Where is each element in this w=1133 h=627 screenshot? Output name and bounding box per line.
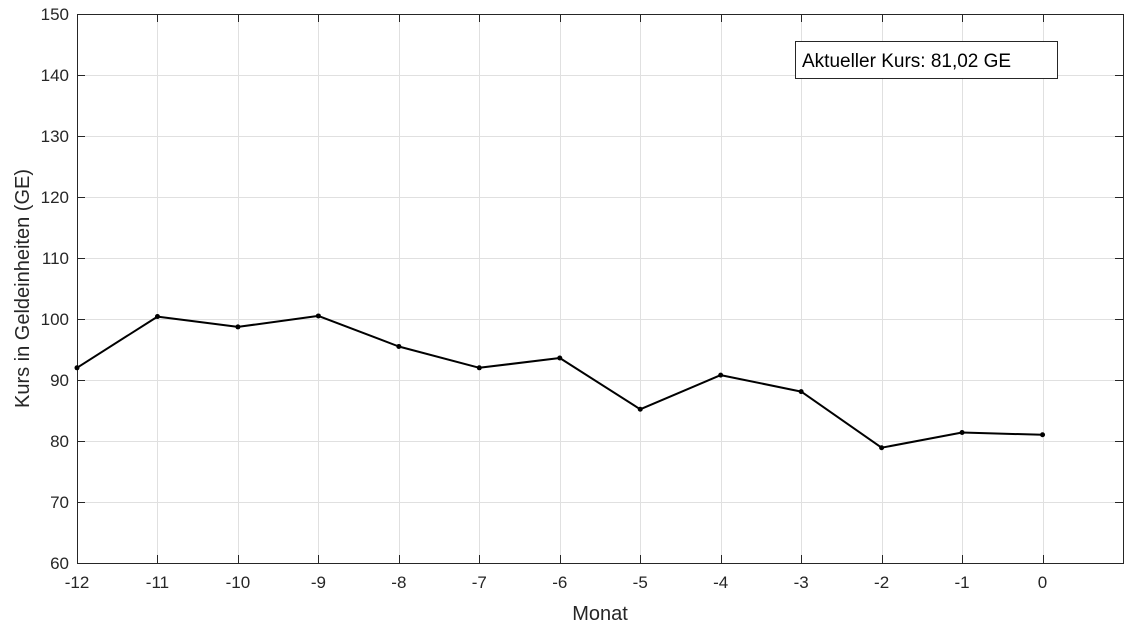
data-point (879, 445, 885, 451)
data-point (959, 429, 965, 435)
data-point (718, 372, 724, 378)
x-tick-label: 0 (1038, 573, 1047, 592)
x-tick-label: -9 (311, 573, 326, 592)
x-tick-label: -11 (146, 573, 169, 592)
y-tick-label: 70 (50, 493, 69, 512)
data-point (315, 313, 321, 319)
x-tick-label: -1 (955, 573, 970, 592)
grid (77, 14, 1124, 564)
series (74, 313, 1046, 451)
y-axis-title: Kurs in Geldeinheiten (GE) (12, 169, 34, 408)
x-tick-label: -5 (633, 573, 648, 592)
x-axis-title: Monat (572, 603, 628, 625)
y-tick-label: 130 (41, 127, 69, 146)
annotation-text: Aktueller Kurs: 81,02 GE (802, 51, 1011, 72)
series-line (76, 314, 1043, 449)
data-point (154, 314, 160, 320)
y-tick-label: 100 (41, 310, 69, 329)
data-point (476, 365, 482, 371)
y-tick-label: 90 (50, 371, 69, 390)
current-price-annotation: Aktueller Kurs: 81,02 GE (795, 41, 1058, 79)
data-point (637, 406, 643, 412)
x-tick-label: -8 (391, 573, 406, 592)
x-tick-label: -3 (794, 573, 809, 592)
y-tick-label: 60 (50, 554, 69, 573)
y-tick-label: 110 (42, 249, 69, 268)
plot-area-frame (77, 14, 1124, 564)
y-tick-label: 140 (41, 66, 69, 85)
x-tick-label: -10 (226, 573, 251, 592)
data-point (798, 389, 804, 395)
axis-ticks: -12 -11 -10 -9 -8 -7 -6 -5 -4 -3 -2 -1 0607080901001… (41, 5, 1123, 592)
data-point (235, 324, 241, 330)
y-tick-label: 120 (41, 188, 69, 207)
x-tick-label: -7 (472, 573, 487, 592)
annotation-box (795, 41, 1058, 79)
x-tick-label: -4 (713, 573, 728, 592)
x-tick-label: -12 (65, 573, 90, 592)
data-point (1040, 432, 1046, 438)
y-tick-label: 150 (41, 5, 69, 24)
data-point (557, 355, 563, 361)
data-point (396, 343, 402, 349)
x-tick-label: -2 (874, 573, 889, 592)
data-point (74, 365, 80, 371)
x-tick-label: -6 (552, 573, 567, 592)
y-tick-label: 80 (50, 432, 69, 451)
